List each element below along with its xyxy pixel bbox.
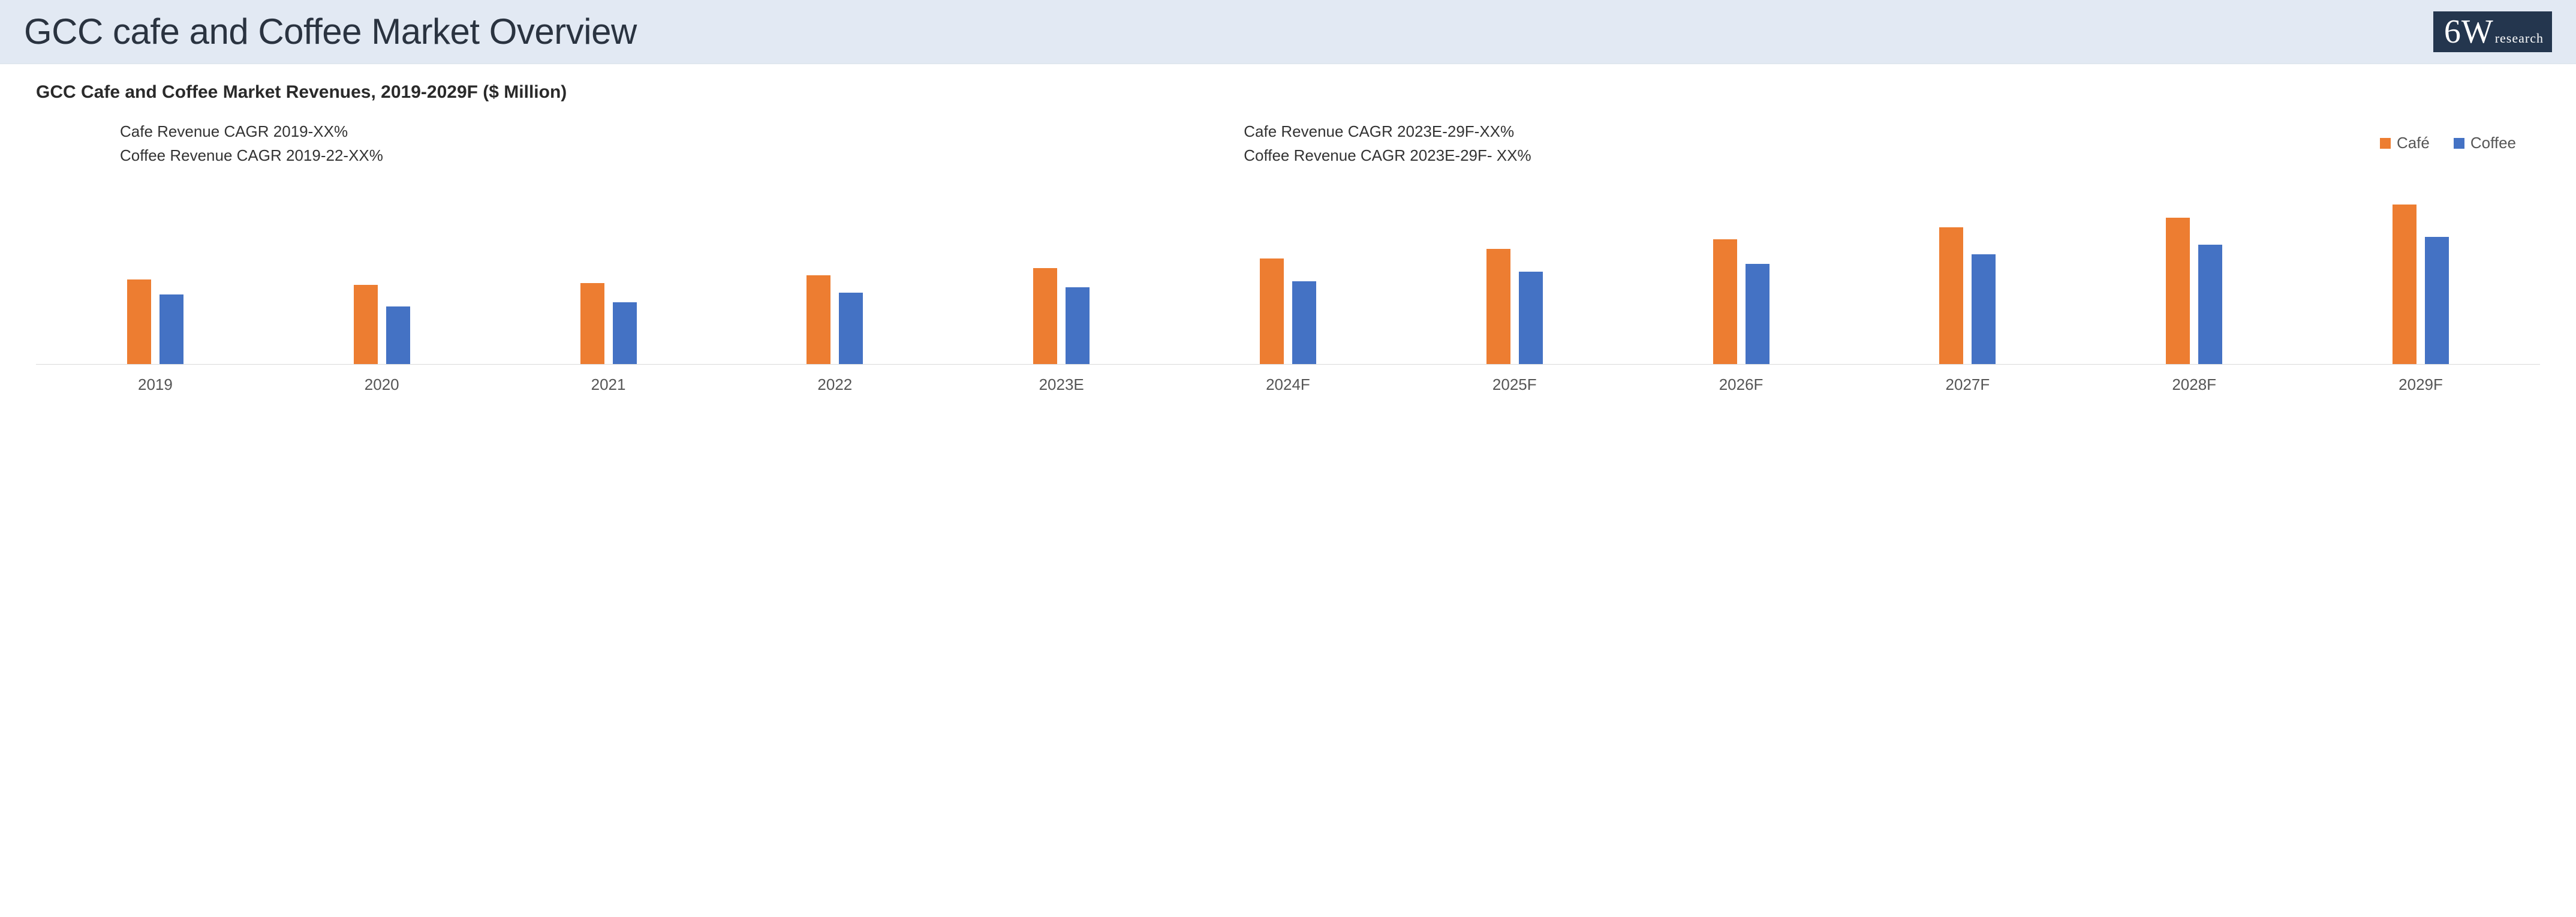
- logo-main: 6W: [2444, 13, 2494, 51]
- bar-coffee: [1972, 254, 1996, 363]
- bar-group: [2307, 173, 2534, 364]
- logo: 6W research: [2433, 11, 2552, 52]
- bar-coffee: [1519, 272, 1543, 364]
- bar-coffee: [839, 293, 863, 363]
- x-tick: 2028F: [2081, 375, 2307, 394]
- cagr-left-block: Cafe Revenue CAGR 2019-XX% Coffee Revenu…: [36, 119, 1232, 168]
- bar-cafe: [1033, 268, 1057, 364]
- bar-coffee: [613, 302, 637, 363]
- bar-coffee: [2425, 237, 2449, 363]
- bar-coffee: [160, 294, 183, 363]
- bar-group: [1401, 173, 1628, 364]
- cagr-left-line2: Coffee Revenue CAGR 2019-22-XX%: [120, 143, 1232, 167]
- x-tick: 2021: [495, 375, 722, 394]
- chart-plot-area: [36, 173, 2540, 365]
- bar-coffee: [2198, 245, 2222, 363]
- x-tick: 2026F: [1628, 375, 1855, 394]
- bar-cafe: [127, 279, 151, 364]
- page: GCC cafe and Coffee Market Overview 6W r…: [0, 0, 2576, 412]
- bar-group: [721, 173, 948, 364]
- cagr-right-line2: Coffee Revenue CAGR 2023E-29F- XX%: [1244, 143, 2380, 167]
- bar-group: [495, 173, 722, 364]
- chart-container: GCC Cafe and Coffee Market Revenues, 201…: [0, 64, 2576, 412]
- bar-cafe: [806, 275, 830, 363]
- x-tick: 2027F: [1855, 375, 2081, 394]
- legend-label-coffee: Coffee: [2470, 134, 2516, 152]
- chart-top-row: Cafe Revenue CAGR 2019-XX% Coffee Revenu…: [36, 119, 2540, 168]
- bar-cafe: [1713, 239, 1737, 364]
- bar-coffee: [1746, 264, 1770, 363]
- bar-cafe: [1486, 249, 1510, 364]
- x-tick: 2029F: [2307, 375, 2534, 394]
- legend-swatch-coffee: [2454, 138, 2464, 149]
- bar-cafe: [2393, 205, 2416, 364]
- chart-x-axis: 20192020202120222023E2024F2025F2026F2027…: [36, 365, 2540, 394]
- logo-sub: research: [2495, 31, 2544, 46]
- x-tick: 2025F: [1401, 375, 1628, 394]
- bar-cafe: [580, 283, 604, 363]
- cagr-right-line1: Cafe Revenue CAGR 2023E-29F-XX%: [1244, 119, 2380, 143]
- bar-coffee: [1292, 281, 1316, 364]
- legend-label-cafe: Café: [2397, 134, 2430, 152]
- bar-group: [1628, 173, 1855, 364]
- cagr-left-line1: Cafe Revenue CAGR 2019-XX%: [120, 119, 1232, 143]
- cagr-right-block: Cafe Revenue CAGR 2023E-29F-XX% Coffee R…: [1232, 119, 2380, 168]
- legend: Café Coffee: [2380, 119, 2540, 152]
- bar-group: [1855, 173, 2081, 364]
- bar-group: [2081, 173, 2307, 364]
- bar-group: [1175, 173, 1401, 364]
- page-title: GCC cafe and Coffee Market Overview: [24, 11, 637, 52]
- bar-cafe: [354, 285, 378, 363]
- bar-group: [269, 173, 495, 364]
- x-tick: 2022: [721, 375, 948, 394]
- x-tick: 2024F: [1175, 375, 1401, 394]
- bar-coffee: [386, 306, 410, 364]
- bar-cafe: [1260, 258, 1284, 364]
- bar-coffee: [1066, 287, 1090, 364]
- legend-item-coffee: Coffee: [2454, 134, 2516, 152]
- bar-cafe: [1939, 227, 1963, 363]
- bar-cafe: [2166, 218, 2190, 363]
- header-band: GCC cafe and Coffee Market Overview 6W r…: [0, 0, 2576, 64]
- x-tick: 2019: [42, 375, 269, 394]
- x-tick: 2020: [269, 375, 495, 394]
- chart-title: GCC Cafe and Coffee Market Revenues, 201…: [36, 82, 2540, 103]
- x-tick: 2023E: [948, 375, 1175, 394]
- bar-group: [42, 173, 269, 364]
- legend-swatch-cafe: [2380, 138, 2391, 149]
- bar-group: [948, 173, 1175, 364]
- legend-item-cafe: Café: [2380, 134, 2430, 152]
